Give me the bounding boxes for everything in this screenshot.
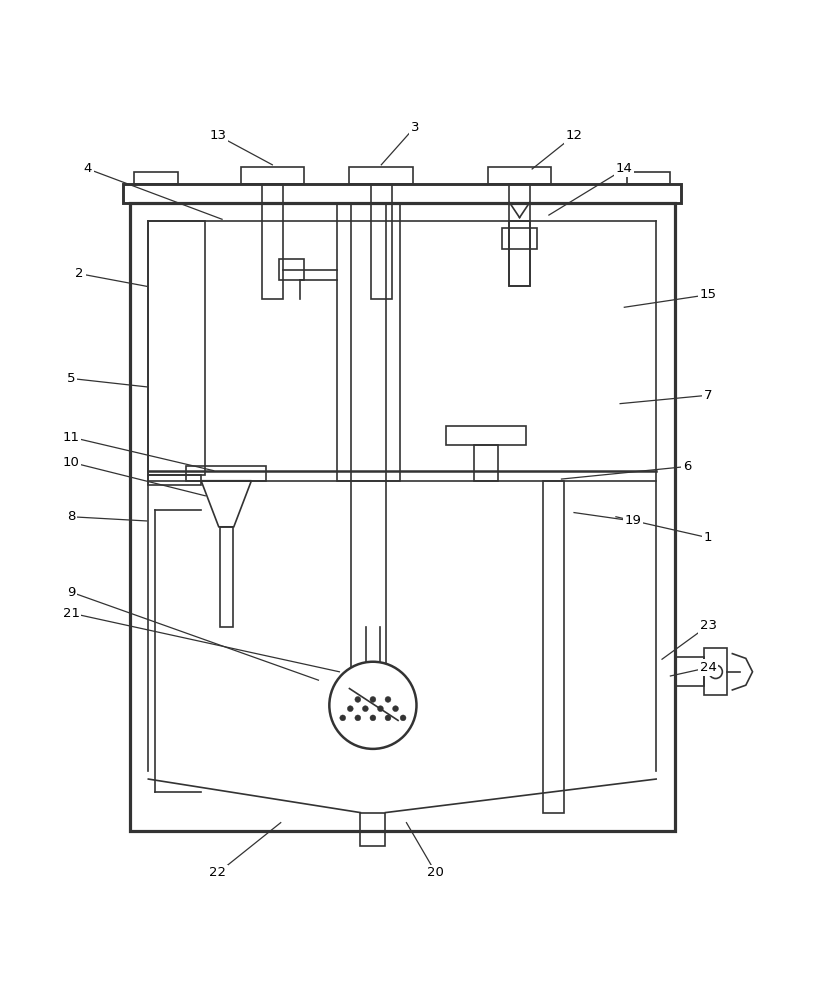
Text: 13: 13 [210, 129, 226, 142]
Circle shape [392, 706, 399, 712]
Circle shape [355, 697, 360, 702]
Bar [510, 221, 530, 286]
Circle shape [329, 662, 416, 749]
Bar [123, 184, 681, 203]
Text: 22: 22 [210, 866, 226, 879]
Bar [488, 167, 551, 184]
Text: 9: 9 [67, 586, 75, 599]
Text: 4: 4 [84, 162, 92, 175]
Bar [349, 167, 413, 184]
Bar [148, 475, 201, 485]
Text: 5: 5 [67, 372, 75, 385]
Circle shape [348, 706, 354, 712]
Bar [351, 203, 386, 680]
Text: 21: 21 [63, 607, 80, 620]
Bar [675, 657, 704, 686]
Bar [446, 426, 526, 445]
Text: 6: 6 [683, 460, 691, 473]
Bar [261, 184, 283, 299]
Text: 1: 1 [704, 531, 712, 544]
Circle shape [377, 706, 384, 712]
Bar [130, 203, 675, 831]
Circle shape [340, 715, 346, 721]
Circle shape [401, 715, 406, 721]
Circle shape [385, 697, 391, 702]
Text: 19: 19 [624, 514, 641, 527]
Bar [148, 221, 205, 475]
Text: 15: 15 [700, 288, 716, 301]
Bar [510, 184, 530, 286]
Bar [704, 648, 727, 695]
Circle shape [385, 715, 391, 721]
Text: 2: 2 [75, 267, 84, 280]
Circle shape [370, 697, 375, 702]
Text: 20: 20 [427, 866, 444, 879]
Bar [360, 813, 385, 846]
Bar [241, 167, 304, 184]
Text: 8: 8 [67, 510, 75, 523]
Bar [370, 184, 392, 299]
Circle shape [355, 715, 360, 721]
Bar [186, 466, 266, 481]
Bar [220, 527, 233, 627]
Bar [474, 445, 498, 481]
Text: 14: 14 [616, 162, 633, 175]
Bar [134, 172, 178, 184]
Bar [337, 203, 401, 481]
Text: 23: 23 [700, 619, 716, 632]
Bar [627, 172, 670, 184]
Text: 10: 10 [63, 456, 80, 469]
Text: 12: 12 [566, 129, 582, 142]
Bar [543, 481, 564, 813]
Circle shape [709, 665, 722, 678]
Bar [278, 259, 304, 280]
Text: 11: 11 [63, 431, 80, 444]
Bar [502, 228, 537, 249]
Text: 24: 24 [700, 661, 716, 674]
Circle shape [370, 715, 375, 721]
Text: 7: 7 [704, 389, 712, 402]
Circle shape [362, 706, 369, 712]
Text: 3: 3 [411, 121, 419, 134]
